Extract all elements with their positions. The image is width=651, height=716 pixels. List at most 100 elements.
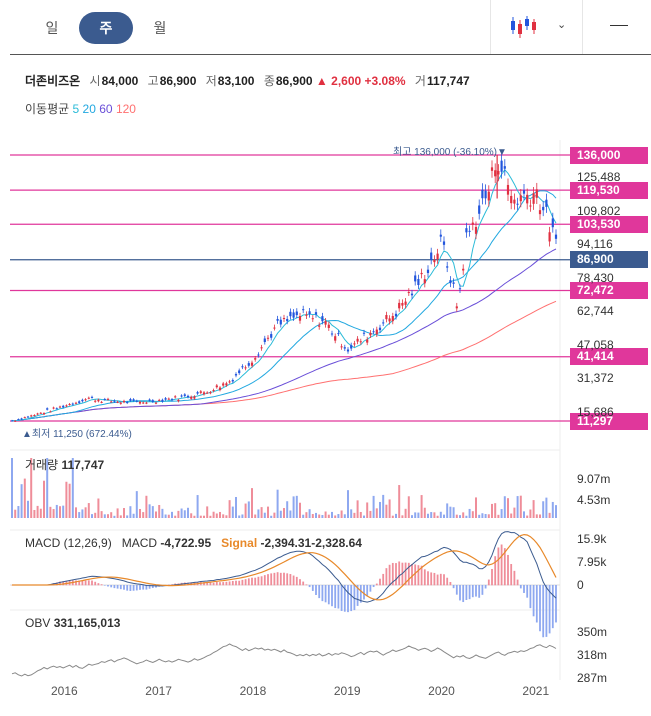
volume-bar xyxy=(148,504,151,518)
volume-bar xyxy=(318,514,321,518)
candle-body xyxy=(154,402,158,404)
candle-body xyxy=(279,319,282,325)
macd-tick-label: 7.95k xyxy=(577,555,607,569)
candle-body xyxy=(228,381,231,383)
macd-histogram-bar xyxy=(123,585,125,590)
macd-histogram-bar xyxy=(244,579,247,586)
low-annotation: ▲최저 11,250 (672.44%) xyxy=(22,429,132,440)
candle-body xyxy=(113,400,116,402)
volume-bar xyxy=(270,515,273,518)
candle-body xyxy=(385,315,388,320)
top-bar: 일 주 월 ⌄ xyxy=(0,0,651,55)
macd-histogram-bar xyxy=(449,581,452,586)
macd-histogram-bar xyxy=(135,585,138,591)
macd-histogram-bar xyxy=(103,585,106,586)
volume-bar xyxy=(71,458,74,518)
candlestick-chart-icon[interactable] xyxy=(508,14,536,40)
volume-bar xyxy=(353,512,356,518)
volume-bar xyxy=(283,508,285,518)
tab-month[interactable]: 월 xyxy=(153,20,167,36)
macd-histogram-bar xyxy=(107,585,109,587)
volume-bar xyxy=(244,503,247,518)
volume-bar xyxy=(487,514,490,518)
menu-icon[interactable] xyxy=(610,25,628,26)
candle-body xyxy=(241,366,244,368)
candle-body xyxy=(199,391,202,393)
candle-body xyxy=(81,399,84,402)
volume-bar xyxy=(548,512,551,518)
divider xyxy=(582,0,583,54)
candle-body xyxy=(462,268,465,271)
macd-histogram-bar xyxy=(97,583,100,586)
candle-body xyxy=(410,293,414,296)
volume-bar xyxy=(327,514,330,518)
chevron-down-icon[interactable]: ⌄ xyxy=(557,19,567,31)
candle-body xyxy=(42,413,46,415)
obv-tick-label: 318m xyxy=(577,648,608,662)
volume-bar xyxy=(356,500,359,518)
volume-bar xyxy=(174,515,177,518)
obv-line xyxy=(11,643,557,677)
tab-day[interactable]: 일 xyxy=(45,20,59,36)
candle-body xyxy=(538,210,542,215)
candle-body xyxy=(532,193,535,204)
volume-bar xyxy=(321,515,324,518)
macd-histogram-bar xyxy=(81,580,84,586)
volume-bar xyxy=(366,502,369,518)
macd-histogram-bar xyxy=(308,585,311,588)
macd-histogram-bar xyxy=(417,565,420,586)
volume-bar xyxy=(395,513,397,518)
candle-body xyxy=(142,402,145,404)
candle-body xyxy=(513,199,516,204)
volume-bar xyxy=(65,481,68,518)
candle-body xyxy=(369,332,372,336)
macd-histogram-bar xyxy=(411,563,413,586)
candle-body xyxy=(542,206,545,211)
volume-bar xyxy=(135,491,138,518)
obv-tick-label: 350m xyxy=(577,625,608,639)
volume-bar xyxy=(478,514,481,518)
macd-histogram-bar xyxy=(523,585,525,593)
x-tick-label: 2019 xyxy=(333,684,361,698)
candle-body xyxy=(305,314,308,316)
macd-histogram-bar xyxy=(238,580,241,586)
macd-title: MACD (12,26,9) MACD -4,722.95 Signal -2,… xyxy=(25,536,362,550)
candle-body xyxy=(30,415,33,417)
change-arrow-icon: ▲ xyxy=(315,74,328,88)
candle-body xyxy=(151,400,154,402)
macd-histogram-bar xyxy=(529,585,532,609)
volume-bar xyxy=(551,501,554,518)
price-level-label: 136,000 xyxy=(570,146,648,164)
volume-bar xyxy=(68,483,71,518)
volume-bar xyxy=(203,515,205,518)
candle-body xyxy=(250,362,254,366)
macd-histogram-bar xyxy=(209,582,212,586)
high-annotation: 최고 136,000 (-36.10%)▼ xyxy=(393,147,507,158)
candle-body xyxy=(20,418,23,420)
volume-bar xyxy=(267,506,269,518)
tab-week[interactable]: 주 xyxy=(79,12,133,44)
candle-body xyxy=(103,399,106,401)
macd-histogram-bar xyxy=(407,562,410,586)
volume-tick-label: 9.07m xyxy=(577,472,611,486)
volume-bar xyxy=(209,515,212,518)
volume-bar xyxy=(305,512,308,518)
candle-body xyxy=(36,413,39,415)
candle-body xyxy=(231,380,234,382)
macd-histogram-bar xyxy=(414,564,417,586)
candle-body xyxy=(433,259,436,263)
macd-histogram-bar xyxy=(148,585,151,589)
volume-bar xyxy=(465,515,468,518)
volume-bar xyxy=(145,495,148,518)
volume-bar xyxy=(311,514,314,518)
volume-bar xyxy=(420,495,423,518)
moving-average-legend[interactable]: 이동평균 5 20 60 120 xyxy=(25,100,136,117)
candle-body xyxy=(286,319,289,322)
volume-bar xyxy=(331,511,333,518)
macd-histogram-bar xyxy=(545,585,548,637)
volume-bar xyxy=(43,480,45,518)
obv-title: OBV 331,165,013 xyxy=(25,616,121,630)
volume-bar xyxy=(222,514,225,518)
candle-body xyxy=(170,399,174,401)
